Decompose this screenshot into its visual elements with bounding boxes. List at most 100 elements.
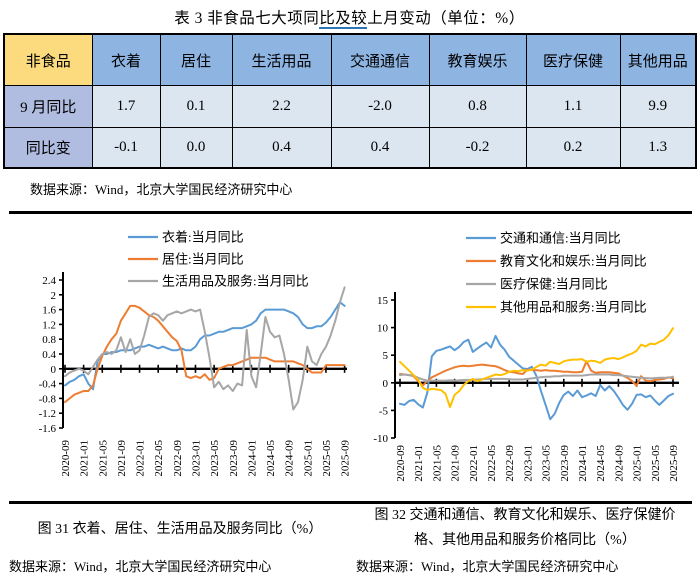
- figure32-caption-line: 图 32 交通和通信、教育文化和娱乐、医疗保健价: [374, 508, 676, 523]
- legend-label: 医疗保健:当月同比: [500, 277, 608, 292]
- series-line-3: [399, 327, 674, 409]
- y-tick-label: 0: [51, 364, 57, 376]
- cell-value: 9.9: [619, 85, 697, 128]
- cell-value: 0.1: [159, 85, 233, 128]
- y-tick-label: 5: [383, 350, 389, 362]
- table-title-suffix: 上月变动（单位：%）: [367, 10, 525, 27]
- table-corner-cell: 非食品: [3, 33, 93, 86]
- x-tick-label: 2023-09: [559, 445, 571, 482]
- x-tick-label: 2025-05: [650, 445, 662, 482]
- x-tick-label: 2025-09: [340, 440, 352, 477]
- cell-value: 0.0: [159, 127, 233, 169]
- x-tick-label: 2022-09: [172, 440, 184, 477]
- y-tick-label: -5: [379, 405, 389, 417]
- x-tick-label: 2022-01: [135, 440, 147, 477]
- x-tick-label: 2023-01: [190, 440, 202, 477]
- x-tick-label: 2024-09: [613, 445, 625, 482]
- figure32-data-source: 数据来源：Wind，北京大学国民经济研究中心: [356, 559, 619, 574]
- row-label-sep-yoy: 9 月同比: [3, 85, 93, 128]
- legend-label: 居住:当月同比: [162, 252, 244, 267]
- y-tick-label: 0.4: [42, 349, 56, 361]
- legend-label: 生活用品及服务:当月同比: [162, 274, 309, 289]
- row-label-yoy-change: 同比变: [3, 127, 93, 169]
- legend-label: 衣着:当月同比: [162, 230, 244, 245]
- x-tick-label: 2025-01: [302, 440, 314, 477]
- series-line-0: [399, 334, 674, 421]
- y-tick-label: -1.6: [39, 423, 57, 435]
- col-header-housing: 居住: [159, 33, 233, 86]
- col-header-transport: 交通通信: [330, 33, 430, 86]
- cell-value: -2.0: [330, 85, 430, 128]
- y-tick-label: 2: [51, 290, 57, 302]
- cell-value: -0.1: [91, 127, 161, 169]
- y-tick-label: -10: [373, 433, 388, 445]
- y-tick-label: 15: [377, 295, 389, 307]
- y-tick-label: 1.6: [42, 305, 56, 317]
- x-tick-label: 2025-05: [321, 440, 333, 477]
- figure32-caption: 图 32 交通和通信、教育文化和娱乐、医疗保健价 格、其他用品和服务价格同比（%…: [351, 503, 699, 553]
- x-tick-label: 2021-01: [79, 440, 91, 477]
- horizontal-rule-top: [9, 211, 692, 214]
- x-tick-label: 2023-01: [522, 445, 534, 482]
- x-tick-label: 2021-05: [97, 440, 109, 477]
- x-tick-label: 2022-09: [504, 445, 516, 482]
- figure31-caption-line: 图 31 衣着、居住、生活用品及服务同比（%）: [37, 522, 323, 537]
- col-header-education: 教育娱乐: [428, 33, 527, 86]
- series-line-2: [64, 286, 346, 411]
- series-line-1: [399, 360, 674, 387]
- x-tick-label: 2022-05: [486, 445, 498, 482]
- y-tick-label: -0.4: [39, 379, 57, 391]
- table-title-underlined-text: 比及较: [319, 10, 368, 29]
- x-tick-label: 2021-01: [413, 445, 425, 482]
- cell-value: 1.3: [619, 127, 697, 169]
- y-tick-label: 1.2: [42, 319, 56, 331]
- legend-label: 教育文化和娱乐:当月同比: [500, 254, 647, 269]
- x-tick-label: 2021-09: [116, 440, 128, 477]
- table-row-sep-yoy: 9 月同比 1.7 0.1 2.2 -2.0 0.8 1.1 9.9: [3, 85, 697, 128]
- col-header-clothing: 衣着: [91, 33, 161, 86]
- x-tick-label: 2020-09: [395, 445, 407, 482]
- col-header-other-goods: 其他用品: [619, 33, 697, 86]
- cell-value: 0.2: [525, 127, 621, 169]
- x-tick-label: 2020-09: [60, 440, 72, 477]
- x-tick-label: 2023-05: [541, 445, 553, 482]
- cell-value: 2.2: [231, 85, 332, 128]
- col-header-healthcare: 医疗保健: [525, 33, 621, 86]
- col-header-daily-goods: 生活用品: [231, 33, 332, 86]
- cell-value: 0.8: [428, 85, 527, 128]
- cell-value: 1.1: [525, 85, 621, 128]
- x-tick-label: 2024-09: [284, 440, 296, 477]
- y-tick-label: 2.4: [42, 275, 56, 287]
- horizontal-rule-bottom: [9, 501, 692, 504]
- x-tick-label: 2023-09: [228, 440, 240, 477]
- x-tick-label: 2022-01: [468, 445, 480, 482]
- y-tick-label: -0.8: [39, 393, 57, 405]
- x-tick-label: 2024-01: [246, 440, 258, 477]
- x-tick-label: 2024-01: [577, 445, 589, 482]
- figure31-caption: 图 31 衣着、居住、生活用品及服务同比（%）: [8, 517, 352, 542]
- table-data-source: 数据来源：Wind，北京大学国民经济研究中心: [30, 182, 293, 197]
- figure32-caption-line: 格、其他用品和服务价格同比（%）: [414, 533, 636, 548]
- y-tick-label: -1.2: [39, 408, 56, 420]
- figure31-data-source: 数据来源：Wind，北京大学国民经济研究中心: [9, 559, 272, 574]
- x-tick-label: 2024-05: [595, 445, 607, 482]
- y-tick-label: 10: [377, 323, 389, 335]
- table-row-yoy-change: 同比变 -0.1 0.0 0.4 0.4 -0.2 0.2 1.3: [3, 127, 697, 169]
- figure32-line-chart: 交通和通信:当月同比教育文化和娱乐:当月同比医疗保健:当月同比其他用品和服务:当…: [373, 231, 680, 482]
- table-title: 表 3 非食品七大项同比及较上月变动（单位：%）: [0, 6, 699, 29]
- x-tick-label: 2021-09: [450, 445, 462, 482]
- x-tick-label: 2021-05: [431, 445, 443, 482]
- legend-label: 交通和通信:当月同比: [500, 231, 621, 246]
- table-title-prefix: 表 3 非食品七大项同: [174, 10, 320, 27]
- x-tick-label: 2025-01: [632, 445, 644, 482]
- series-line-1: [64, 304, 346, 404]
- x-tick-label: 2025-09: [668, 445, 680, 482]
- x-tick-label: 2022-05: [153, 440, 165, 477]
- table-header-row: 非食品 衣着 居住 生活用品 交通通信 教育娱乐 医疗保健 其他用品: [3, 33, 697, 86]
- y-tick-label: 0.8: [42, 334, 56, 346]
- cell-value: -0.2: [428, 127, 527, 169]
- cell-value: 1.7: [91, 85, 161, 128]
- series-line-2: [399, 373, 674, 382]
